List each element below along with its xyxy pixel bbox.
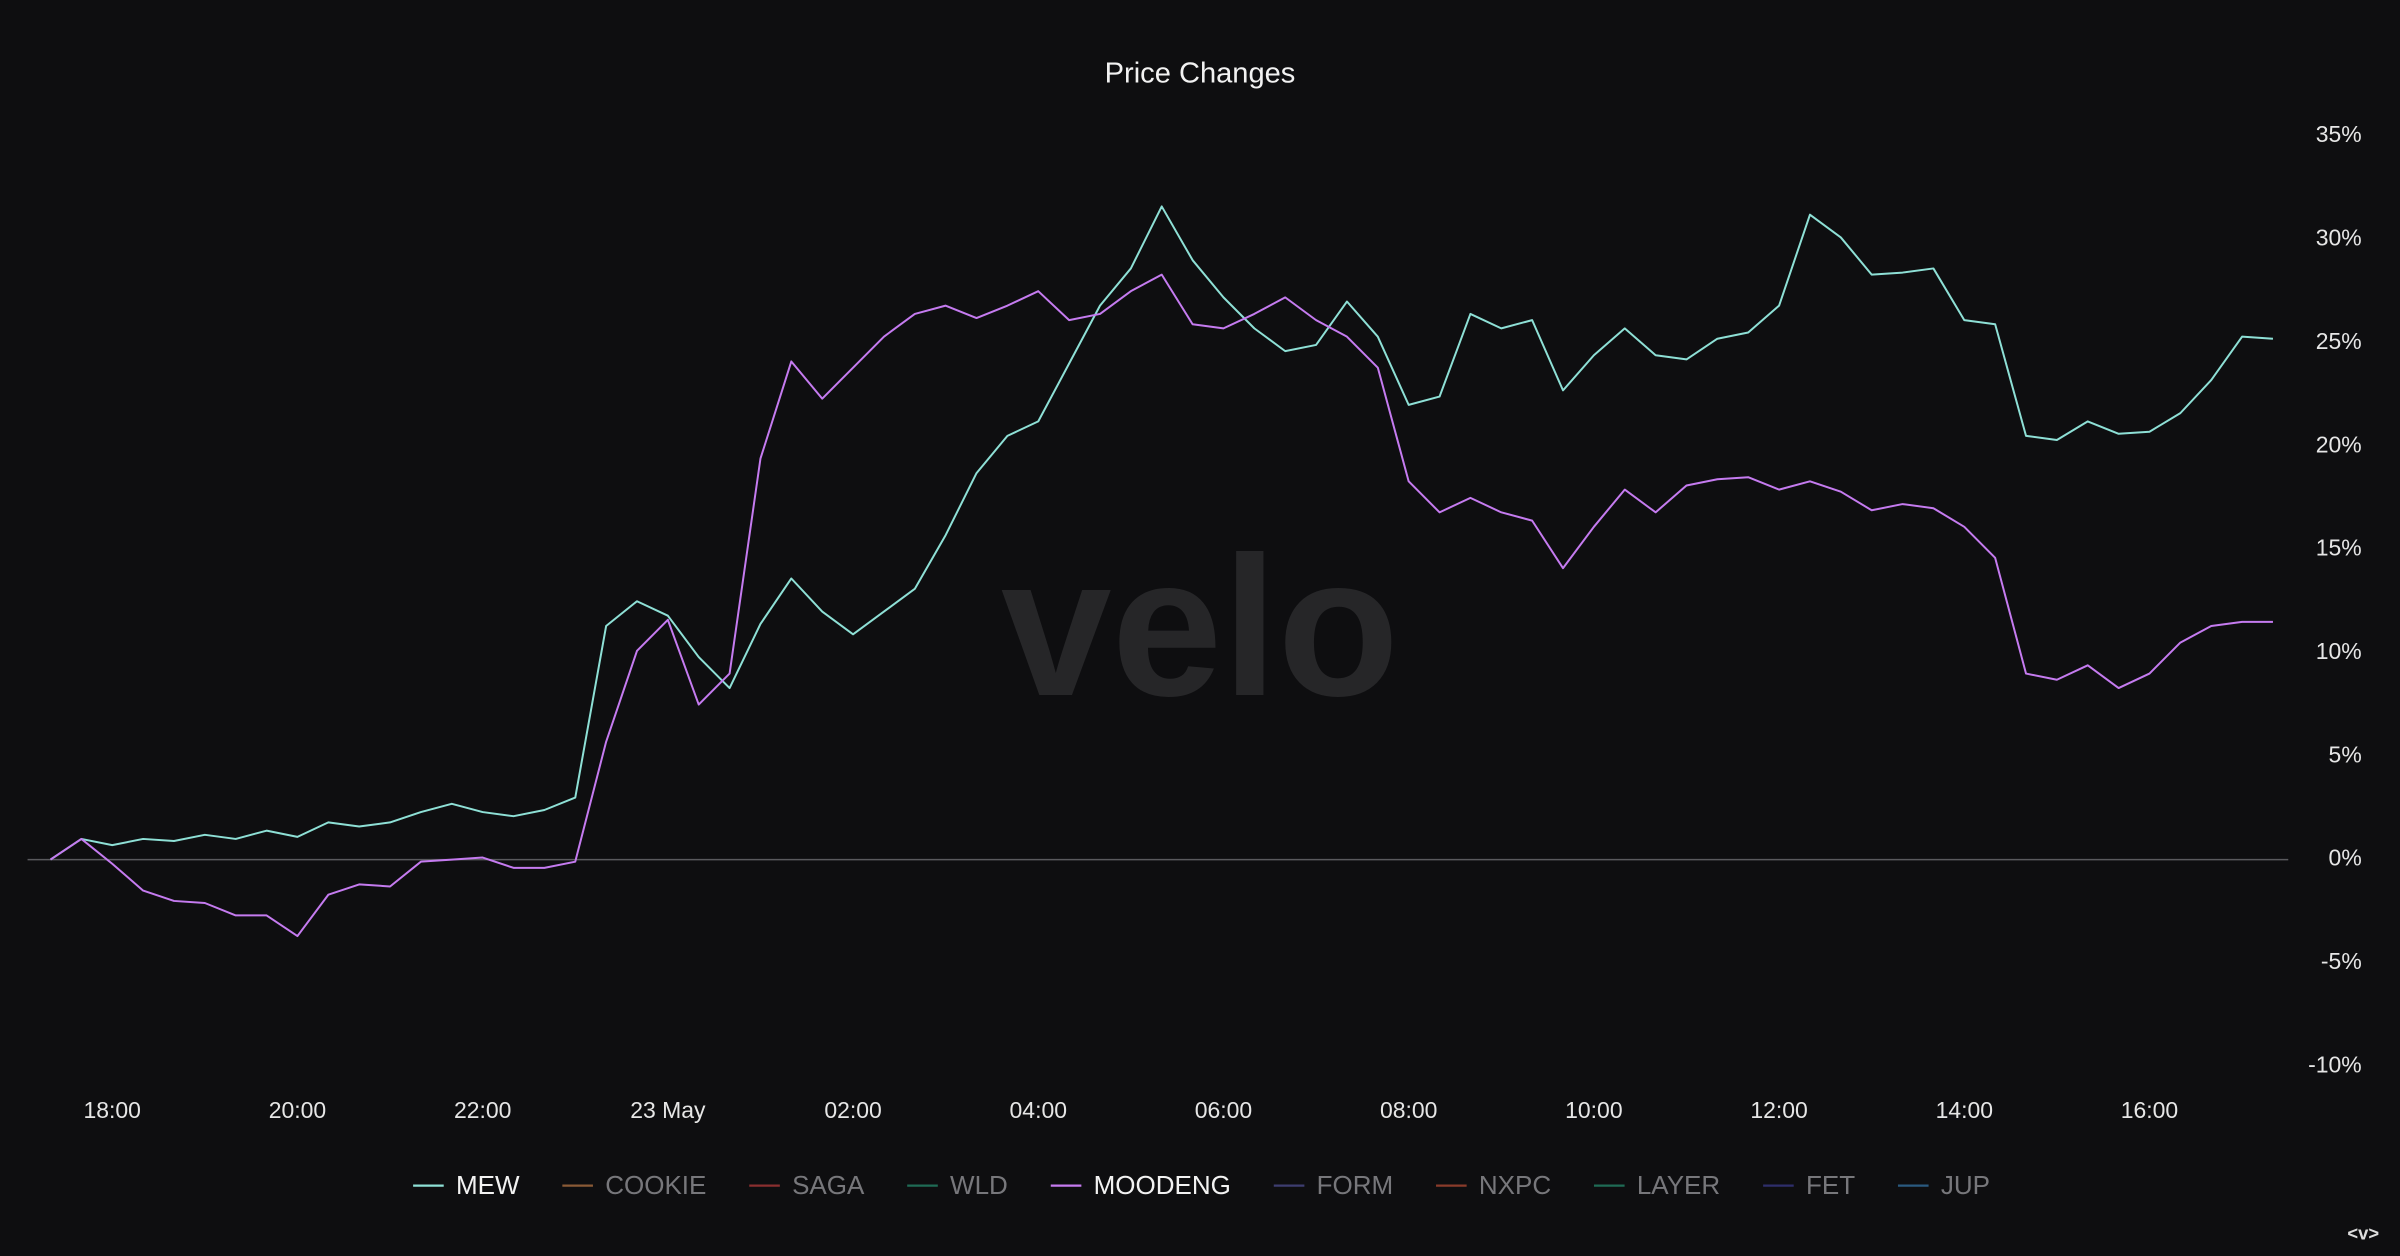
legend-label[interactable]: WLD bbox=[950, 1170, 1008, 1200]
x-tick-label: 08:00 bbox=[1380, 1097, 1437, 1123]
legend-item[interactable]: FORM bbox=[1273, 1170, 1394, 1200]
x-tick-label: 06:00 bbox=[1195, 1097, 1252, 1123]
y-tick-label: 35% bbox=[2316, 121, 2362, 147]
x-tick-label: 23 May bbox=[630, 1097, 706, 1123]
x-tick-label: 14:00 bbox=[1936, 1097, 1993, 1123]
x-tick-label: 20:00 bbox=[269, 1097, 326, 1123]
legend-label[interactable]: NXPC bbox=[1479, 1170, 1551, 1200]
series-line bbox=[49, 205, 2274, 861]
legend-label[interactable]: MEW bbox=[456, 1170, 520, 1200]
x-tick-label: 22:00 bbox=[454, 1097, 511, 1123]
chart-title: Price Changes bbox=[1105, 58, 1296, 90]
legend-item[interactable]: WLD bbox=[907, 1170, 1008, 1200]
x-tick-label: 02:00 bbox=[824, 1097, 881, 1123]
x-tick-label: 10:00 bbox=[1565, 1097, 1622, 1123]
legend-item[interactable]: MOODENG bbox=[1050, 1170, 1231, 1200]
y-tick-label: 15% bbox=[2316, 535, 2362, 561]
x-tick-label: 04:00 bbox=[1010, 1097, 1067, 1123]
y-tick-label: 30% bbox=[2316, 225, 2362, 251]
x-tick-label: 18:00 bbox=[84, 1097, 141, 1123]
x-tick-label: 12:00 bbox=[1750, 1097, 1807, 1123]
legend-item[interactable]: MEW bbox=[413, 1170, 520, 1200]
legend-item[interactable]: COOKIE bbox=[562, 1170, 706, 1200]
corner-toggle[interactable]: <v> bbox=[2347, 1222, 2379, 1243]
watermark: velo bbox=[1001, 516, 1399, 738]
legend-label[interactable]: COOKIE bbox=[605, 1170, 706, 1200]
legend-label[interactable]: JUP bbox=[1941, 1170, 1990, 1200]
y-tick-label: 25% bbox=[2316, 328, 2362, 354]
legend-label[interactable]: SAGA bbox=[792, 1170, 865, 1200]
x-tick-label: 16:00 bbox=[2121, 1097, 2178, 1123]
legend-item[interactable]: NXPC bbox=[1436, 1170, 1551, 1200]
legend-label[interactable]: LAYER bbox=[1637, 1170, 1720, 1200]
legend-item[interactable]: LAYER bbox=[1593, 1170, 1720, 1200]
legend-label[interactable]: MOODENG bbox=[1094, 1170, 1231, 1200]
legend-item[interactable]: SAGA bbox=[749, 1170, 865, 1200]
y-tick-label: 20% bbox=[2316, 431, 2362, 457]
y-tick-label: 0% bbox=[2329, 845, 2362, 871]
legend-item[interactable]: FET bbox=[1763, 1170, 1855, 1200]
y-tick-label: 5% bbox=[2329, 741, 2362, 767]
y-tick-label: -5% bbox=[2321, 948, 2362, 974]
legend-label[interactable]: FORM bbox=[1317, 1170, 1394, 1200]
legend-label[interactable]: FET bbox=[1806, 1170, 1855, 1200]
series-line bbox=[49, 273, 2273, 938]
y-tick-label: -10% bbox=[2308, 1051, 2362, 1077]
legend-item[interactable]: JUP bbox=[1897, 1170, 1990, 1200]
y-tick-label: 10% bbox=[2316, 638, 2362, 664]
